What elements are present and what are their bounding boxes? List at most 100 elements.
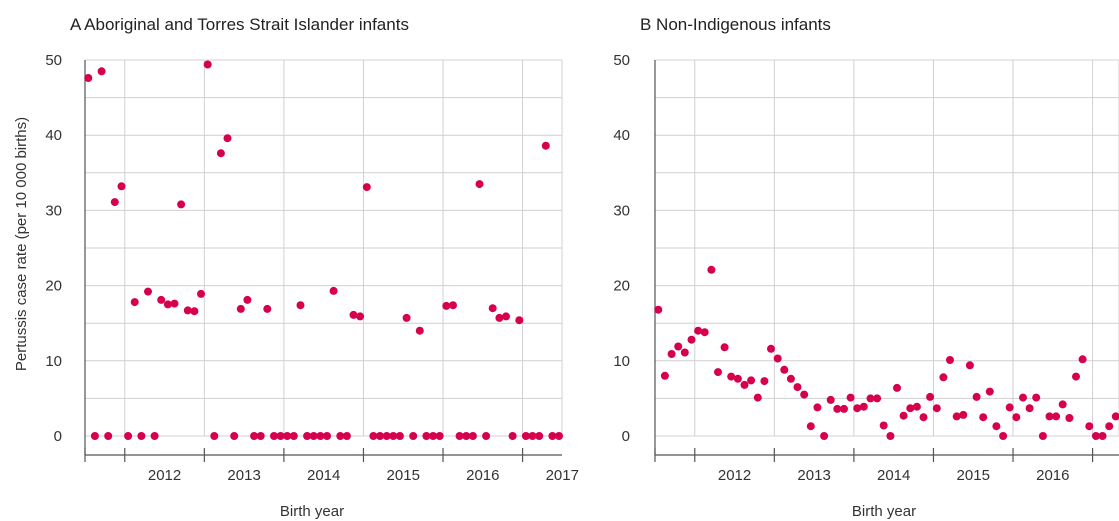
panel-a-data-point xyxy=(528,432,537,440)
panel-b-data-point xyxy=(700,328,709,337)
panel-a-data-point xyxy=(475,180,484,189)
panel-b-data-point xyxy=(939,373,948,382)
panel-b-x-tick-label: 2016 xyxy=(1036,467,1069,484)
panel-a-data-point xyxy=(157,295,166,304)
panel-a-x-tick-label: 2015 xyxy=(387,467,420,484)
panel-a-data-point xyxy=(389,432,398,440)
panel-b-data-point xyxy=(1105,422,1114,431)
panel-b-data-point xyxy=(727,372,736,381)
panel-a-x-tick-label: 2017 xyxy=(546,467,579,484)
panel-a-y-tick-label: 40 xyxy=(45,127,62,144)
panel-b-data-point xyxy=(946,356,954,364)
panel-a-data-point xyxy=(104,432,113,440)
panel-a-data-point xyxy=(548,432,557,440)
panel-a-y-tick-label: 0 xyxy=(54,428,62,445)
panel-b-data-point xyxy=(899,411,908,420)
panel-a-data-point xyxy=(203,60,212,69)
panel-b-x-tick-label: 2014 xyxy=(877,467,910,484)
panel-b-data-point xyxy=(1072,372,1080,381)
panel-a-data-point xyxy=(521,432,530,440)
panel-a-data-point xyxy=(395,432,404,440)
panel-a-y-tick-label: 30 xyxy=(45,202,62,219)
panel-a-data-point xyxy=(356,312,365,321)
panel-a-data-point xyxy=(236,304,245,313)
panel-b-x-tick-label: 2012 xyxy=(718,467,751,484)
panel-b-data-point xyxy=(806,422,815,431)
panel-a-points xyxy=(84,60,563,440)
panel-a-y-tick-label: 20 xyxy=(45,278,62,295)
panel-b-y-tick-label: 0 xyxy=(622,428,630,445)
panel-a-x-axis-title: Birth year xyxy=(280,503,344,520)
panel-a-data-point xyxy=(110,198,119,207)
panel-a-data-point xyxy=(130,298,139,307)
panel-a-data-point xyxy=(502,312,510,321)
panel-a-data-point xyxy=(124,432,133,440)
panel-a-data-point xyxy=(283,432,292,440)
panel-b-data-point xyxy=(926,392,935,401)
panel-a-y-tick-label: 50 xyxy=(45,52,62,69)
panel-b-data-point xyxy=(840,404,848,413)
panel-a-data-point xyxy=(342,432,351,440)
panel-a-data-point xyxy=(97,67,106,76)
panel-b-data-point xyxy=(919,413,928,422)
panel-b-data-point xyxy=(972,392,981,401)
panel-b-data-point xyxy=(965,361,974,370)
panel-b-data-point xyxy=(707,265,716,274)
panel-a-data-point xyxy=(336,432,345,440)
panel-a-data-point xyxy=(495,313,504,322)
panel-b-data-point xyxy=(1025,404,1034,413)
panel-b-data-point xyxy=(1091,432,1100,440)
panel-a-chart: A Aboriginal and Torres Strait Islander … xyxy=(45,15,579,484)
panel-a-data-point xyxy=(488,304,497,313)
panel-a-data-point xyxy=(409,432,418,440)
panel-a-data-point xyxy=(429,432,438,440)
panel-b-y-tick-label: 10 xyxy=(613,353,630,370)
panel-a-data-point xyxy=(303,432,312,440)
panel-b-data-point xyxy=(1058,400,1067,409)
panel-a-data-point xyxy=(263,304,272,313)
panel-b-points xyxy=(654,265,1119,440)
panel-b-data-point xyxy=(906,404,915,413)
panel-b-data-point xyxy=(999,432,1008,440)
panel-a-data-point xyxy=(349,310,358,319)
panel-a-data-point xyxy=(449,301,457,310)
panel-b-x-tick-label: 2013 xyxy=(797,467,830,484)
panel-b-data-point xyxy=(833,404,842,413)
panel-a-data-point xyxy=(555,432,563,440)
panel-b-ticks: 0 10 20 30 40 50 2012 2013 2014 2015 2016 xyxy=(613,52,1119,484)
panel-b-data-point xyxy=(985,387,994,396)
panel-a-data-point xyxy=(362,183,371,192)
panel-a-x-tick-label: 2013 xyxy=(227,467,260,484)
panel-a-data-point xyxy=(376,432,384,440)
panel-b-gridlines xyxy=(655,59,1119,437)
panel-b-data-point xyxy=(1045,412,1054,421)
panel-b-data-point xyxy=(687,335,696,344)
panel-a-data-point xyxy=(382,432,391,440)
panel-b-data-point xyxy=(952,412,961,421)
panel-a-data-point xyxy=(309,432,318,440)
panel-b-data-point xyxy=(820,432,829,440)
panel-b-data-point xyxy=(680,348,689,357)
panel-a-data-point xyxy=(455,432,464,440)
panel-a-data-point xyxy=(250,432,259,440)
panel-a-data-point xyxy=(163,300,172,309)
panel-b-data-point xyxy=(714,368,722,377)
panel-a-x-tick-label: 2016 xyxy=(466,467,499,484)
panel-a-x-tick-label: 2012 xyxy=(148,467,181,484)
panel-b-x-tick-label: 2015 xyxy=(957,467,990,484)
panel-a-data-point xyxy=(402,313,411,322)
panel-b-data-point xyxy=(932,404,941,413)
panel-b-data-point xyxy=(853,404,862,413)
panel-b-data-point xyxy=(660,371,669,380)
panel-b-data-point xyxy=(793,383,802,392)
panel-a-data-point xyxy=(117,182,126,191)
panel-a-data-point xyxy=(137,432,146,440)
panel-b-data-point xyxy=(654,305,663,314)
panel-b-data-point xyxy=(1085,422,1094,431)
y-axis-title: Pertussis case rate (per 10 000 births) xyxy=(13,117,30,371)
panel-b-data-point xyxy=(1012,413,1021,422)
panel-a-data-point xyxy=(369,432,378,440)
panel-b-data-point xyxy=(813,403,822,412)
panel-b-data-point xyxy=(1005,403,1014,412)
panel-b-data-point xyxy=(886,432,895,440)
